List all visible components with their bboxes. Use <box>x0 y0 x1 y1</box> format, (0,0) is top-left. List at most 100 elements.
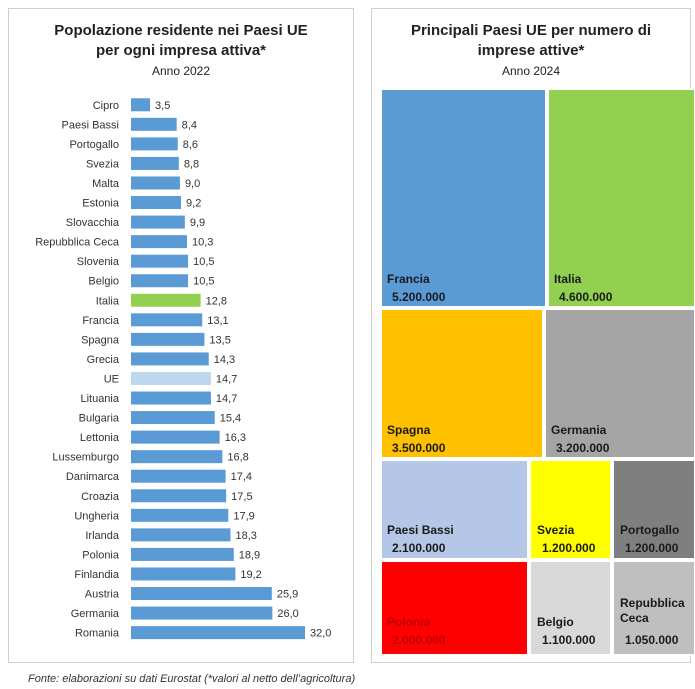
treemap-tile-value: 4.600.000 <box>559 290 613 304</box>
bar <box>131 215 185 229</box>
category-label: Lituania <box>80 393 119 405</box>
category-label: Estonia <box>82 198 120 210</box>
treemap-tile-value: 1.100.000 <box>542 633 596 647</box>
bar-chart-title-line1: Popolazione residente nei Paesi UE <box>54 22 308 39</box>
value-label: 8,4 <box>182 119 197 131</box>
bar <box>131 371 211 385</box>
category-label: Polonia <box>82 549 120 561</box>
treemap-tile: Spagna 3.500.000 <box>380 308 544 459</box>
bar <box>131 411 215 425</box>
value-label: 10,5 <box>193 256 214 268</box>
value-label: 25,9 <box>277 589 298 601</box>
value-label: 9,0 <box>185 178 200 190</box>
bar <box>131 489 227 503</box>
value-label: 14,7 <box>216 393 237 405</box>
bar-chart-subtitle: Anno 2022 <box>151 64 211 78</box>
treemap-tile: Svezia 1.200.000 <box>529 459 612 560</box>
bar <box>131 430 220 444</box>
bar <box>131 508 229 522</box>
category-label: Slovacchia <box>66 217 120 229</box>
bar <box>131 196 182 210</box>
bar <box>131 352 209 366</box>
treemap-tile: Germania 3.200.000 <box>544 308 695 459</box>
category-label: Danimarca <box>66 471 120 483</box>
category-label: Cipro <box>93 100 119 112</box>
value-label: 10,5 <box>193 276 214 288</box>
category-label: Slovenia <box>77 256 120 268</box>
category-label: Germania <box>71 608 120 620</box>
bar <box>131 313 203 327</box>
treemap-tile-name: Paesi Bassi <box>387 523 454 537</box>
value-label: 17,9 <box>233 510 254 522</box>
bar <box>131 176 180 190</box>
treemap-tile-name: Belgio <box>537 615 574 629</box>
value-label: 16,8 <box>227 452 248 464</box>
treemap-subtitle: Anno 2024 <box>501 64 561 78</box>
treemap-tile-value: 3.500.000 <box>392 441 446 455</box>
value-label: 26,0 <box>277 608 298 620</box>
treemap-tile: Italia 4.600.000 <box>547 88 695 308</box>
treemap-title-line1: Principali Paesi UE per numero di <box>410 22 652 39</box>
bar <box>131 137 178 151</box>
treemap-tile: Repubblica Ceca 1.050.000 <box>612 560 695 656</box>
category-label: Francia <box>82 315 120 327</box>
category-label: Grecia <box>87 354 120 366</box>
category-label: Spagna <box>81 334 120 346</box>
category-label: Italia <box>96 295 120 307</box>
category-label: Croazia <box>81 491 120 503</box>
bar <box>131 332 205 346</box>
category-label: Romania <box>75 628 120 640</box>
bar-chart-canvas: Cipro 3,5 Paesi Bassi 8,4 Portogallo 8,6 Svezi… <box>35 98 331 640</box>
bar <box>131 293 201 307</box>
value-label: 3,5 <box>155 100 170 112</box>
category-label: Ungheria <box>74 510 120 522</box>
value-label: 8,6 <box>183 139 198 151</box>
treemap-tile: Portogallo 1.200.000 <box>612 459 695 560</box>
value-label: 14,3 <box>214 354 235 366</box>
treemap-tile-value: 3.200.000 <box>556 441 610 455</box>
value-label: 32,0 <box>310 628 331 640</box>
bar <box>131 235 188 249</box>
bar <box>131 547 234 561</box>
category-label: Bulgaria <box>79 413 120 425</box>
bar <box>131 98 151 112</box>
treemap-tile-name: Repubblica Ceca <box>620 596 685 625</box>
bar <box>131 254 189 268</box>
category-label: Lettonia <box>80 432 120 444</box>
value-label: 10,3 <box>192 237 213 249</box>
treemap-tile-name: Svezia <box>537 523 575 537</box>
treemap-tile-value: 1.050.000 <box>625 633 679 647</box>
treemap-tile-name: Germania <box>551 423 607 437</box>
category-label: Austria <box>85 589 120 601</box>
value-label: 17,4 <box>231 471 252 483</box>
bar <box>131 606 273 620</box>
treemap-tile-name: Francia <box>387 272 430 286</box>
treemap-panel: Principali Paesi UE per numero di impres… <box>371 8 695 663</box>
treemap-tile-value: 2.000.000 <box>392 633 446 647</box>
treemap-tile: Polonia 2.000.000 <box>380 560 529 656</box>
bar <box>131 567 236 581</box>
value-label: 16,3 <box>225 432 246 444</box>
treemap-tile-value: 1.200.000 <box>542 541 596 555</box>
category-label: Belgio <box>88 276 119 288</box>
value-label: 19,2 <box>240 569 261 581</box>
value-label: 13,1 <box>207 315 228 327</box>
treemap-title-line2: imprese attive* <box>477 42 585 59</box>
bar <box>131 450 223 464</box>
bar <box>131 391 211 405</box>
value-label: 17,5 <box>231 491 252 503</box>
bar <box>131 587 272 601</box>
treemap-tile-name: Polonia <box>387 615 431 629</box>
category-label: Malta <box>92 178 120 190</box>
source-note: Fonte: elaborazioni su dati Eurostat (*v… <box>28 673 356 685</box>
category-label: Repubblica Ceca <box>35 237 120 249</box>
bar <box>131 274 189 288</box>
treemap-tile-name: Portogallo <box>620 523 680 537</box>
value-label: 15,4 <box>220 413 241 425</box>
bar-chart-title-line2: per ogni impresa attiva* <box>95 42 267 59</box>
bar <box>131 156 179 170</box>
treemap-tile-value: 1.200.000 <box>625 541 679 555</box>
treemap-tile-value: 2.100.000 <box>392 541 446 555</box>
bar <box>131 528 231 542</box>
value-label: 13,5 <box>209 334 230 346</box>
